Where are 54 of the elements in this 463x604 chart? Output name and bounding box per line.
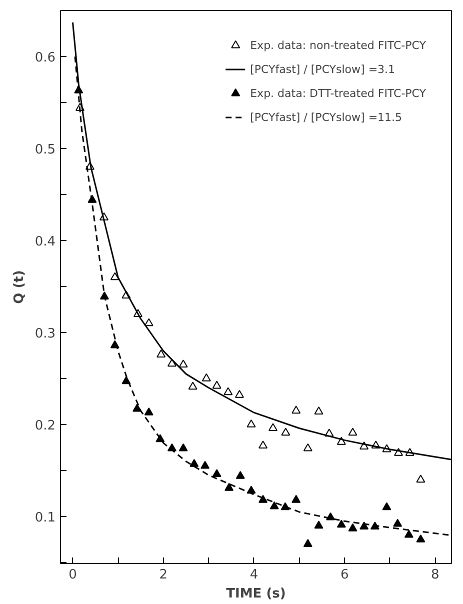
point — [281, 428, 290, 436]
point — [212, 380, 222, 389]
point — [178, 443, 188, 452]
point — [360, 522, 369, 530]
point — [314, 406, 324, 414]
point — [404, 530, 414, 538]
x-tick-label: 0 — [68, 568, 77, 582]
point — [144, 318, 154, 326]
point — [348, 428, 358, 436]
point — [178, 360, 188, 368]
point — [236, 470, 245, 479]
point — [234, 390, 244, 398]
point — [326, 512, 336, 520]
point — [258, 440, 268, 449]
point — [156, 350, 166, 358]
y-tick-label: 0.5 — [34, 142, 56, 158]
legend-label: [PCYfast] / [PCYslow] =11.5 — [250, 110, 402, 124]
point — [303, 443, 312, 452]
x-tick-label: 2 — [159, 568, 168, 582]
point — [314, 520, 324, 529]
point — [348, 523, 358, 532]
y-tick-label: 0.1 — [34, 510, 56, 526]
point — [246, 419, 256, 428]
point — [212, 469, 222, 478]
point — [393, 518, 402, 527]
point — [336, 520, 346, 528]
y-tick-label: 0.4 — [34, 234, 56, 250]
point — [200, 460, 210, 469]
point — [190, 459, 199, 467]
x-tick-label: 8 — [431, 568, 440, 582]
x-tick-label: 6 — [340, 568, 349, 582]
point — [382, 502, 392, 510]
point — [202, 373, 211, 382]
legend-label: Exp. data: DTT-treated FITC-PCY — [250, 86, 426, 100]
legend-label: [PCYfast] / [PCYslow] =3.1 — [250, 62, 396, 76]
x-tick-label: 4 — [250, 568, 258, 582]
point — [292, 494, 301, 503]
point — [292, 406, 301, 414]
point — [303, 539, 312, 547]
y-tick-label: 0.3 — [34, 326, 56, 342]
legend-label: Exp. data: non-treated FITC-PCY — [250, 38, 426, 52]
point — [144, 407, 154, 416]
point — [270, 501, 279, 510]
y-axis-title: Q (t) — [12, 270, 27, 304]
point — [188, 382, 198, 390]
point — [224, 387, 233, 396]
point — [268, 423, 278, 432]
point — [258, 494, 268, 503]
x-axis-title: TIME (s) — [226, 586, 286, 602]
point — [416, 474, 426, 483]
y-tick-label: 0.6 — [34, 50, 56, 66]
y-tick-label: 0.2 — [34, 418, 56, 434]
point — [224, 482, 234, 491]
point — [416, 534, 426, 542]
